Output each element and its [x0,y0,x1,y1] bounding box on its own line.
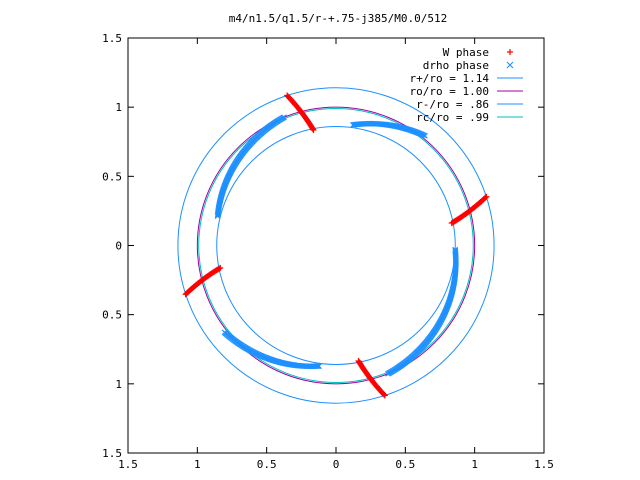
y-tick-label: 0 [115,240,122,253]
circle-line [216,126,456,365]
w-phase-point [483,193,490,200]
legend-label: rc/ro = .99 [416,111,489,124]
y-tick-label: 1.5 [102,447,122,460]
x-tick-label: 1 [194,458,201,471]
drho-phase-point [351,121,357,128]
drho-phase-point [315,363,321,369]
drho-phase-point [214,212,221,218]
drho-phase-point [352,121,358,128]
data-points [182,92,490,399]
legend-x-marker [506,61,514,69]
w-phase-point [380,391,387,398]
y-tick-label: 1.5 [102,32,122,45]
x-tick-label: 0.5 [257,458,277,471]
legend-label: ro/ro = 1.00 [410,85,489,98]
x-tick-label: 0 [333,458,340,471]
chart-title: m4/n1.5/q1.5/r-+.75-j385/M0.0/512 [229,12,448,25]
legend-label: r-/ro = .86 [416,98,489,111]
y-tick-label: 1 [115,378,122,391]
legend-label: drho phase [423,59,489,72]
drho-phase-point [452,247,459,254]
circle-line [198,108,474,383]
x-tick-label: 1.5 [118,458,138,471]
legend-label: r+/ro = 1.14 [410,72,490,85]
legend-label: W phase [443,46,489,59]
drho-phase-point [350,122,356,128]
y-axis: 1.5 1 0.5 0 0.5 1 1.5 [102,32,544,460]
drho-phase-point [452,246,459,253]
x-tick-label: 1 [471,458,478,471]
w-phase-point [381,392,388,399]
reference-circles [177,87,495,404]
circle-line [196,106,476,385]
drho-phase-point [214,213,221,219]
drho-phase-point [316,363,322,369]
drho-phase-point [214,211,221,217]
y-tick-label: 1 [115,101,122,114]
w-phase-point [183,290,190,297]
x-tick-label: 1.5 [534,458,554,471]
w-phase-point [284,92,291,99]
w-phase-point [285,93,292,100]
x-tick-label: 0.5 [395,458,415,471]
w-phase-point [482,194,489,201]
y-tick-label: 0.5 [102,170,122,183]
drho-phase-point [314,363,320,370]
y-tick-label: 0.5 [102,309,122,322]
drho-phase-point [452,248,459,255]
circle-line [177,87,495,404]
x-axis: 1.5 1 0.5 0 0.5 1 1.5 [118,38,554,471]
legend-plus-marker [507,49,513,55]
w-phase-point [182,291,189,298]
